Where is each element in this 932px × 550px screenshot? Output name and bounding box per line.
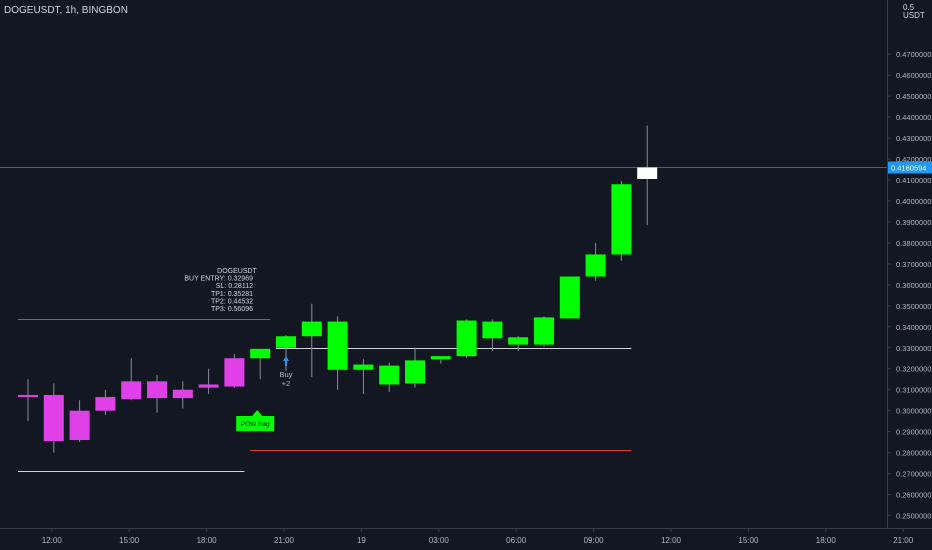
y-tick-label: 0.4400000 [896,113,931,122]
candle-body [172,389,193,399]
candle-body [559,276,580,319]
y-tick-label: 0.4300000 [896,134,931,143]
candle-body [534,317,554,345]
x-tick-label: 12:00 [661,536,682,545]
buy-arrow-icon [283,356,289,366]
candle-body [327,321,348,370]
candle-body [224,358,245,387]
candle-body [430,356,451,360]
y-tick-label: 0.4600000 [896,71,931,80]
buy-sublabel: +2 [282,379,291,388]
candle-body [482,321,503,339]
signal-line: TP3: 0.56096 [211,306,253,313]
chart-title: DOGEUSDT, 1h, BINGBON [4,5,128,16]
y-tick-label: 0.3000000 [896,407,931,416]
y-tick-label: 0.3700000 [896,260,931,269]
currency-top-value: 0.5 [903,3,915,12]
x-tick-label: 15:00 [738,536,759,545]
candle-body [585,254,606,277]
y-tick-label: 0.2500000 [896,512,931,521]
pattern-label-text: POW Bag [241,421,270,428]
candles [18,125,658,453]
x-tick-label: 09:00 [584,536,605,545]
candle-body [95,397,116,411]
y-tick-label: 0.3400000 [896,323,931,332]
candle-body [611,184,632,255]
candle-body [18,394,38,397]
current-price-label: 0.4160594 [891,164,926,173]
signal-line: TP1: 0.35281 [211,291,253,298]
y-tick-label: 0.4200000 [896,155,931,164]
y-tick-label: 0.3100000 [896,386,931,395]
x-tick-label: 18:00 [816,536,837,545]
candle-body [301,321,322,337]
candle-body [276,336,296,348]
x-tick-label: 15:00 [119,536,140,545]
candle-body [43,394,64,442]
x-tick-label: 12:00 [42,536,63,545]
signal-symbol: DOGEUSDT [217,268,257,275]
y-tick-label: 0.4500000 [896,92,931,101]
y-tick-label: 0.3500000 [896,302,931,311]
y-tick-label: 0.3600000 [896,281,931,290]
candle-body [637,167,658,179]
y-tick-label: 0.3300000 [896,344,931,353]
y-tick-label: 0.2800000 [896,449,931,458]
candle-body [405,360,425,384]
x-tick-label: 03:00 [429,536,450,545]
pattern-label-badge [236,410,275,431]
x-tick-label: 06:00 [506,536,527,545]
candle-body [353,364,374,370]
candle-body [250,348,271,359]
y-tick-label: 0.2700000 [896,470,931,479]
y-tick-label: 0.3800000 [896,239,931,248]
candle-body [198,384,219,388]
current-price-badge [888,161,932,174]
x-tick-label: 19 [357,536,366,545]
candle-body [69,410,90,441]
x-tick-label: 21:00 [893,536,914,545]
y-tick-label: 0.3900000 [896,218,931,227]
signal-line: TP2: 0.44532 [211,298,253,305]
y-tick-label: 0.4100000 [896,176,931,185]
currency-code: USDT [903,11,925,20]
candle-body [456,320,477,357]
y-tick-label: 0.2900000 [896,428,931,437]
candle-body [508,337,529,345]
y-tick-label: 0.4700000 [896,50,931,59]
candle-body [121,381,142,400]
buy-label: Buy [280,370,293,379]
x-tick-label: 21:00 [274,536,295,545]
x-tick-label: 18:00 [197,536,218,545]
level-lines [0,167,887,472]
candle-body [379,365,400,385]
signal-line: BUY ENTRY: 0.32969 [184,276,253,283]
y-tick-label: 0.2600000 [896,491,931,500]
currency-label: 0.5 USDT [903,4,925,20]
y-tick-label: 0.4000000 [896,197,931,206]
y-tick-label: 0.3200000 [896,365,931,374]
signal-line: SL: 0.28112 [216,283,253,290]
candle-body [147,381,167,399]
